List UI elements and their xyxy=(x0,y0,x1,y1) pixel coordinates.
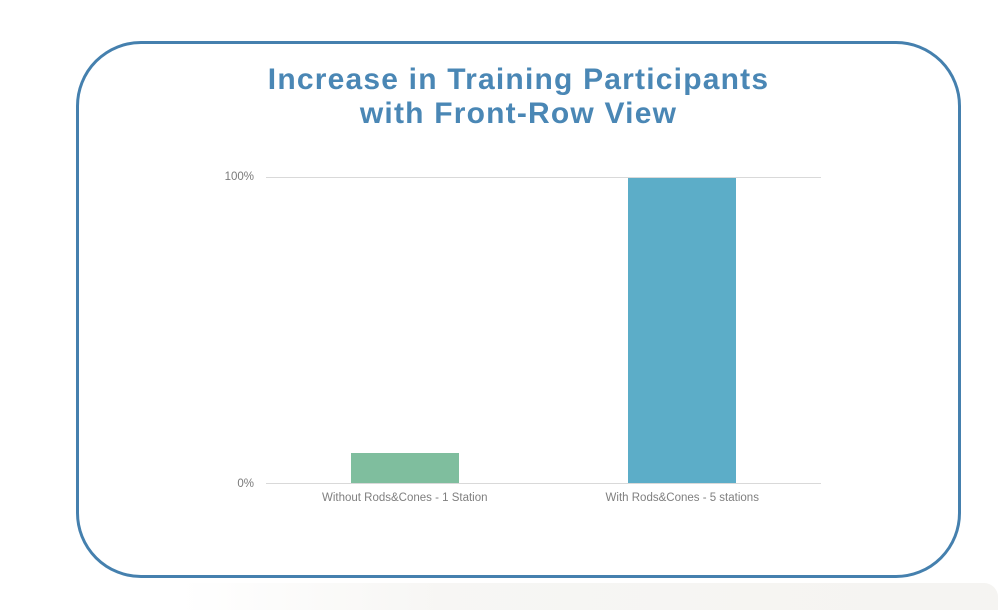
plot-wrap: 100% 0% Without Rods&Cones - 1 Station Wi… xyxy=(225,171,822,504)
category-slot: Without Rods&Cones - 1 Station xyxy=(266,178,544,504)
category-slot: With Rods&Cones - 5 stations xyxy=(544,178,822,504)
bar-without-rods-cones xyxy=(350,452,459,483)
chart-title-line-1: Increase in Training Participants xyxy=(267,63,770,96)
chart-title: Increase in Training Participants with F… xyxy=(79,63,958,131)
chart-card: Increase in Training Participants with F… xyxy=(76,41,961,578)
chart-title-line-2: with Front-Row View xyxy=(359,97,678,130)
x-axis-label: Without Rods&Cones - 1 Station xyxy=(321,492,488,504)
page-bottom-texture xyxy=(0,583,998,610)
bar-with-rods-cones xyxy=(628,178,737,483)
plot-area: Without Rods&Cones - 1 Station With Rods&… xyxy=(266,177,822,504)
y-tick-100: 100% xyxy=(224,171,254,183)
y-tick-0: 0% xyxy=(237,478,254,490)
x-axis-label: With Rods&Cones - 5 stations xyxy=(605,492,759,504)
